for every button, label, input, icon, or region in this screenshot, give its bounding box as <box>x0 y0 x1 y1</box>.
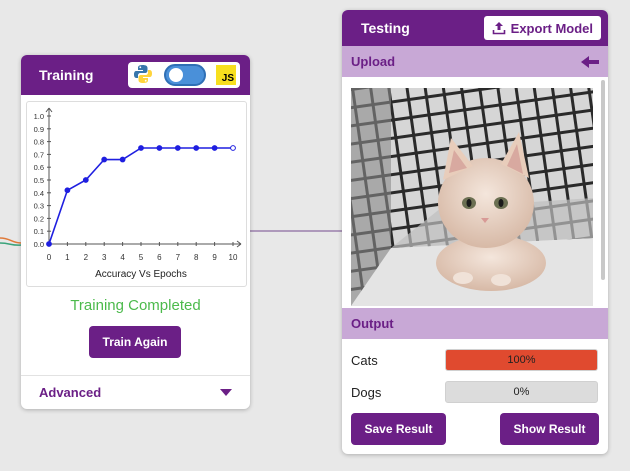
y-tick-label: 0.6 <box>34 163 44 172</box>
output-percent-cats: 100% <box>507 354 536 366</box>
output-row-dogs: Dogs 0% <box>351 380 599 404</box>
training-header: Training JS <box>21 55 250 95</box>
training-status: Training Completed <box>70 297 201 314</box>
x-axis-label: Accuracy Vs Epochs <box>95 269 187 280</box>
testing-header: Testing Export Model <box>342 10 608 46</box>
testing-panel: Testing Export Model Upload <box>342 10 608 454</box>
x-tick-label: 5 <box>139 253 144 262</box>
output-row-cats: Cats 100% <box>351 348 599 372</box>
y-tick-label: 0.0 <box>34 240 44 249</box>
output-bar-fill <box>446 350 597 370</box>
x-tick-label: 8 <box>194 253 199 262</box>
accuracy-chart-svg: 0 1 2 3 4 5 6 7 8 9 10 0.0 0.1 0.2 0.3 0.4 0.5 0.6 0.7 0.8 0… <box>34 107 242 280</box>
accuracy-point <box>156 145 163 151</box>
accuracy-series-line <box>48 147 233 245</box>
upload-section-bar: Upload <box>342 46 608 77</box>
upload-label: Upload <box>351 54 396 69</box>
output-label-dogs: Dogs <box>351 384 382 400</box>
output-label-cats: Cats <box>351 352 378 368</box>
arrow-left-icon[interactable] <box>580 55 600 69</box>
upload-scrollbar[interactable] <box>601 80 605 280</box>
accuracy-point <box>64 187 71 194</box>
y-tick-label: 0.5 <box>34 176 44 185</box>
output-section-bar: Output <box>342 308 608 339</box>
y-axis-arrow <box>45 107 53 113</box>
x-axis-arrow <box>236 240 242 248</box>
accuracy-point <box>82 177 89 183</box>
output-bar-dogs: 0% <box>445 381 598 403</box>
x-tick-label: 2 <box>84 253 89 262</box>
advanced-toggle[interactable]: Advanced <box>21 375 250 409</box>
training-panel: Training JS 0 1 2 3 4 5 6 7 8 9 10 0.0 0.1 0.2 0.3 0.4 0… <box>21 55 250 409</box>
accuracy-point <box>101 156 108 163</box>
accuracy-point <box>138 145 144 151</box>
y-tick-label: 0.7 <box>34 150 44 159</box>
train-again-button[interactable]: Train Again <box>89 326 181 358</box>
x-tick-label: 1 <box>65 253 70 262</box>
caret-down-icon <box>220 389 232 396</box>
y-tick-label: 0.9 <box>34 125 44 134</box>
x-tick-label: 0 <box>47 253 52 262</box>
uploaded-cat-image <box>351 88 593 306</box>
accuracy-point <box>119 156 126 163</box>
y-tick-label: 0.4 <box>34 189 44 198</box>
toggle-knob <box>169 68 183 82</box>
upload-icon <box>492 22 505 35</box>
output-percent-dogs: 0% <box>513 386 530 398</box>
accuracy-point <box>174 145 181 151</box>
y-tick-label: 0.8 <box>34 138 44 147</box>
show-result-button[interactable]: Show Result <box>500 413 599 445</box>
x-tick-label: 10 <box>229 253 238 262</box>
language-toggle[interactable] <box>164 64 206 86</box>
save-result-button[interactable]: Save Result <box>351 413 446 445</box>
accuracy-point <box>230 145 236 151</box>
y-tick-label: 0.1 <box>34 227 44 236</box>
x-tick-label: 6 <box>157 253 162 262</box>
y-tick-label: 1.0 <box>34 112 44 121</box>
javascript-icon[interactable]: JS <box>216 65 236 85</box>
python-icon[interactable] <box>132 63 154 88</box>
y-tick-label: 0.2 <box>34 214 44 223</box>
output-label: Output <box>351 316 394 331</box>
export-model-label: Export Model <box>510 20 593 36</box>
x-tick-label: 4 <box>120 253 125 262</box>
y-tick-label: 0.3 <box>34 202 44 211</box>
export-model-button[interactable]: Export Model <box>483 16 601 40</box>
accuracy-point <box>46 241 52 247</box>
language-switcher: JS <box>128 62 240 88</box>
testing-title: Testing <box>361 20 410 36</box>
accuracy-point <box>193 145 200 151</box>
x-tick-label: 7 <box>176 253 181 262</box>
advanced-label: Advanced <box>39 385 102 400</box>
accuracy-point <box>211 145 218 151</box>
x-tick-label: 9 <box>212 253 217 262</box>
training-title: Training <box>39 67 94 83</box>
output-bar-cats: 100% <box>445 349 598 371</box>
x-tick-label: 3 <box>102 253 107 262</box>
accuracy-chart: 0 1 2 3 4 5 6 7 8 9 10 0.0 0.1 0.2 0.3 0.4 0.5 0.6 0.7 0.8 0… <box>26 101 247 287</box>
